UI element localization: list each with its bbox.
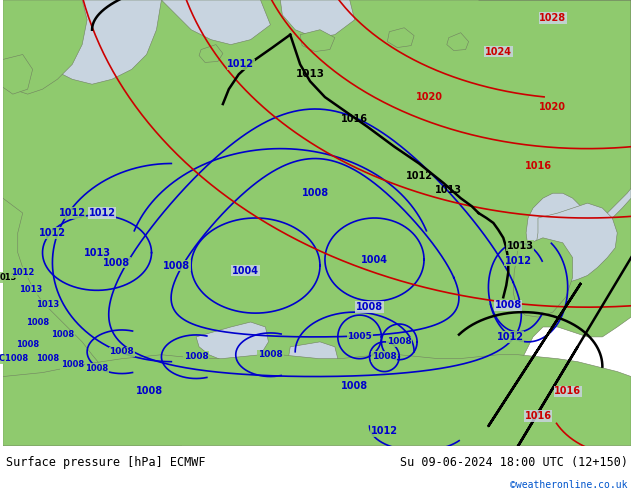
Polygon shape	[536, 203, 618, 282]
Text: 1008: 1008	[26, 318, 49, 326]
Text: 1028: 1028	[540, 13, 566, 23]
Text: 1008: 1008	[301, 188, 328, 198]
Text: 1008: 1008	[356, 302, 383, 312]
Text: 1012: 1012	[371, 426, 398, 436]
Text: 1020: 1020	[415, 92, 443, 102]
Text: 1004: 1004	[232, 266, 259, 275]
Text: 1012: 1012	[11, 268, 34, 277]
Polygon shape	[196, 322, 268, 362]
Text: 1008: 1008	[103, 258, 131, 268]
Text: 013: 013	[0, 273, 16, 282]
Text: 1008: 1008	[110, 347, 134, 356]
Text: 1008: 1008	[258, 350, 283, 359]
Polygon shape	[447, 33, 469, 50]
Polygon shape	[479, 0, 631, 263]
Text: 1012: 1012	[59, 208, 86, 218]
Text: 1012: 1012	[89, 208, 115, 218]
Polygon shape	[199, 45, 223, 62]
Text: 1008: 1008	[387, 337, 411, 346]
Text: 1004: 1004	[361, 255, 388, 265]
Text: 1008: 1008	[495, 300, 522, 310]
Text: 1016: 1016	[554, 387, 581, 396]
Polygon shape	[387, 28, 414, 48]
Polygon shape	[513, 238, 573, 317]
Text: 1013: 1013	[84, 247, 110, 258]
Text: 1008: 1008	[184, 352, 209, 361]
Text: 1008: 1008	[86, 364, 108, 373]
Text: 1016: 1016	[341, 114, 368, 124]
Text: 1008: 1008	[136, 387, 163, 396]
Text: 1012: 1012	[505, 256, 532, 266]
Polygon shape	[288, 342, 338, 371]
Text: 1008: 1008	[36, 354, 59, 363]
Polygon shape	[280, 0, 354, 38]
Polygon shape	[3, 355, 631, 446]
Text: Surface pressure [hPa] ECMWF: Surface pressure [hPa] ECMWF	[6, 456, 206, 469]
Polygon shape	[3, 0, 87, 94]
Text: 1C1008: 1C1008	[0, 354, 29, 363]
Text: 1013: 1013	[507, 241, 534, 251]
Text: 1008: 1008	[372, 352, 397, 361]
Polygon shape	[3, 0, 162, 84]
Text: 1012: 1012	[496, 332, 524, 342]
Text: 1013: 1013	[295, 69, 325, 79]
Text: 1012: 1012	[227, 59, 254, 70]
Text: 1008: 1008	[163, 261, 190, 270]
Text: 1008: 1008	[16, 341, 39, 349]
Text: 1016: 1016	[524, 162, 552, 172]
Text: 1008: 1008	[51, 330, 74, 340]
Polygon shape	[162, 0, 271, 45]
Text: 1013: 1013	[436, 185, 462, 195]
Polygon shape	[3, 198, 201, 446]
Text: 1013: 1013	[19, 285, 42, 294]
Text: ©weatheronline.co.uk: ©weatheronline.co.uk	[510, 480, 628, 490]
Text: 1024: 1024	[485, 47, 512, 56]
Polygon shape	[3, 54, 32, 94]
Polygon shape	[3, 0, 631, 411]
Text: 1013: 1013	[36, 300, 59, 309]
Text: Su 09-06-2024 18:00 UTC (12+150): Su 09-06-2024 18:00 UTC (12+150)	[399, 456, 628, 469]
Text: 1005: 1005	[347, 332, 372, 342]
Text: 1008: 1008	[61, 360, 84, 369]
Text: 1012: 1012	[39, 228, 66, 238]
Text: 1012: 1012	[406, 172, 432, 181]
Text: 1008: 1008	[341, 381, 368, 392]
Text: 1020: 1020	[540, 102, 566, 112]
Polygon shape	[300, 30, 335, 51]
Text: 1016: 1016	[524, 411, 552, 421]
